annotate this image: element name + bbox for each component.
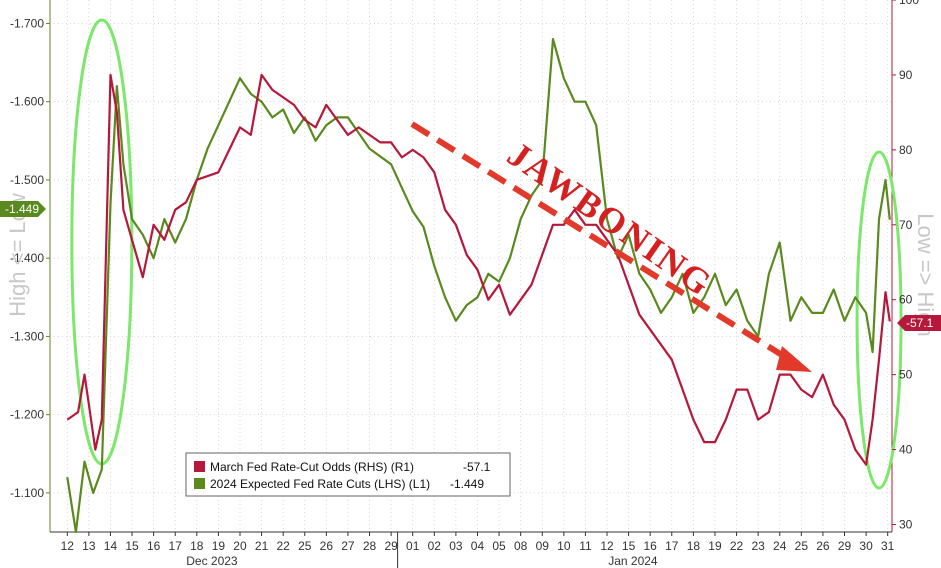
legend: March Fed Rate-Cut Odds (RHS) (R1) -57.1…	[185, 452, 511, 497]
series-lines	[66, 38, 891, 534]
x-tick-label: 18	[190, 539, 204, 553]
right-tick-label: 50	[899, 368, 913, 382]
x-tick-label: 29	[384, 539, 398, 553]
month-label: Jan 2024	[608, 554, 658, 568]
x-tick-label: 27	[341, 539, 355, 553]
month-label: Dec 2023	[186, 554, 238, 568]
x-tick-label: 19	[708, 539, 722, 553]
left-axis-ticks: -1.700 -1.600 -1.500 -1.400 -1.300 -1.200 -1.1…	[10, 16, 50, 500]
x-tick-label: 24	[773, 539, 787, 553]
legend-swatch-expected-cuts	[194, 478, 205, 489]
right-tick-label: 80	[899, 143, 913, 157]
x-tick-label: 09	[536, 539, 550, 553]
x-tick-label: 25	[795, 539, 809, 553]
series-line-expected-cuts	[66, 38, 891, 534]
x-tick-label: 04	[471, 539, 485, 553]
x-tick-label: 14	[104, 539, 118, 553]
x-tick-label: 22	[276, 539, 290, 553]
legend-box	[185, 452, 511, 497]
x-tick-label: 10	[557, 539, 571, 553]
x-tick-label: 12	[61, 539, 75, 553]
legend-last-expected-cuts: -1.449	[450, 477, 484, 491]
x-tick-label: 15	[622, 539, 636, 553]
arrow-head	[776, 346, 812, 372]
left-tick-label: -1.500	[10, 173, 44, 187]
legend-label-expected-cuts: 2024 Expected Fed Rate Cuts (LHS) (L1)	[210, 477, 430, 491]
legend-last-rate-cut-odds: -57.1	[463, 460, 491, 474]
arrow-shaft	[410, 121, 792, 363]
left-tick-label: -1.400	[10, 251, 44, 265]
x-tick-label: 17	[169, 539, 183, 553]
x-tick-label: 30	[859, 539, 873, 553]
right-tick-label: 90	[899, 68, 913, 82]
x-tick-label: 21	[255, 539, 269, 553]
left-tick-label: -1.300	[10, 329, 44, 343]
x-tick-label: 05	[492, 539, 506, 553]
grid	[49, 0, 893, 533]
right-tick-label: 100	[899, 0, 919, 7]
x-tick-label: 15	[125, 539, 139, 553]
x-tick-label: 22	[730, 539, 744, 553]
x-tick-label: 26	[320, 539, 334, 553]
x-tick-label: 08	[514, 539, 528, 553]
x-tick-label: 13	[82, 539, 96, 553]
legend-swatch-rate-cut-odds	[194, 461, 205, 472]
x-tick-label: 31	[881, 539, 895, 553]
right-value-tag: -57.1	[897, 315, 941, 331]
series-line-rate-cut-odds	[66, 73, 891, 466]
x-tick-label: 11	[579, 539, 592, 553]
left-value-tag-text: -1.449	[5, 202, 39, 216]
x-tick-label: 26	[816, 539, 830, 553]
right-value-tag-shape	[897, 315, 941, 331]
left-tick-label: -1.600	[10, 95, 44, 109]
jawboning-arrow	[410, 121, 812, 372]
x-tick-label: 28	[363, 539, 377, 553]
left-tick-label: -1.100	[10, 486, 44, 500]
x-tick-label: 16	[644, 539, 658, 553]
x-tick-label: 23	[751, 539, 765, 553]
x-tick-label: 18	[687, 539, 701, 553]
right-value-tag-text: -57.1	[906, 316, 934, 330]
right-tick-label: 30	[899, 518, 913, 532]
x-axis-ticks: 12 13 14 15 16 17 18 19 20 21 22 25 26 27 28 29 01 02 03 04…	[61, 532, 895, 568]
x-tick-label: 19	[212, 539, 226, 553]
x-tick-label: 03	[449, 539, 463, 553]
left-tick-label: -1.700	[10, 16, 44, 30]
x-tick-label: 02	[428, 539, 442, 553]
x-tick-label: 12	[600, 539, 614, 553]
legend-label-rate-cut-odds: March Fed Rate-Cut Odds (RHS) (R1)	[210, 460, 414, 474]
x-tick-label: 16	[147, 539, 161, 553]
x-tick-label: 20	[233, 539, 247, 553]
left-value-tag-shape	[0, 201, 46, 217]
left-value-tag: -1.449	[0, 201, 46, 217]
right-axis-ticks: 100 90 80 70 60 50 40 30	[892, 0, 919, 532]
x-tick-label: 01	[406, 539, 420, 553]
x-tick-label: 25	[298, 539, 312, 553]
left-tick-label: -1.200	[10, 408, 44, 422]
x-tick-label: 17	[665, 539, 679, 553]
right-tick-label: 40	[899, 443, 913, 457]
x-tick-label: 29	[838, 539, 852, 553]
right-tick-label: 70	[899, 218, 913, 232]
right-tick-label: 60	[899, 293, 913, 307]
